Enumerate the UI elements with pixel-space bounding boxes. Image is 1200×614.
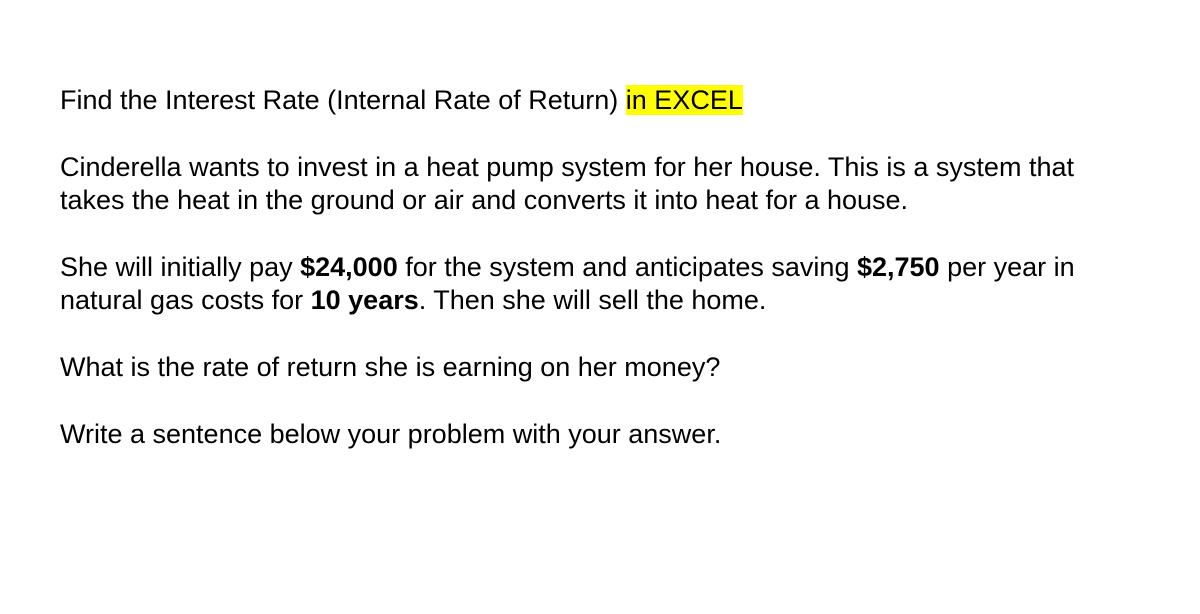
details-amount-initial: $24,000 xyxy=(300,252,398,282)
details-text-c: for the system and anticipates saving xyxy=(398,252,857,282)
title-highlight: in EXCEL xyxy=(626,85,743,115)
details-duration: 10 years xyxy=(311,285,419,315)
intro-text: Cinderella wants to invest in a heat pum… xyxy=(60,152,1074,215)
instruction-text: Write a sentence below your problem with… xyxy=(60,419,721,449)
details-text-a: She will initially pay xyxy=(60,252,300,282)
question-text: What is the rate of return she is earnin… xyxy=(60,352,720,382)
paragraph-question: What is the rate of return she is earnin… xyxy=(60,351,730,384)
details-text-g: . Then she will sell the home. xyxy=(419,285,767,315)
details-amount-savings: $2,750 xyxy=(857,252,940,282)
paragraph-instruction: Write a sentence below your problem with… xyxy=(60,418,1140,451)
paragraph-intro: Cinderella wants to invest in a heat pum… xyxy=(60,151,1120,217)
paragraph-title: Find the Interest Rate (Internal Rate of… xyxy=(60,84,1140,117)
document-page: Find the Interest Rate (Internal Rate of… xyxy=(0,0,1200,451)
title-text: Find the Interest Rate (Internal Rate of… xyxy=(60,85,626,115)
paragraph-details: She will initially pay $24,000 for the s… xyxy=(60,251,1140,317)
